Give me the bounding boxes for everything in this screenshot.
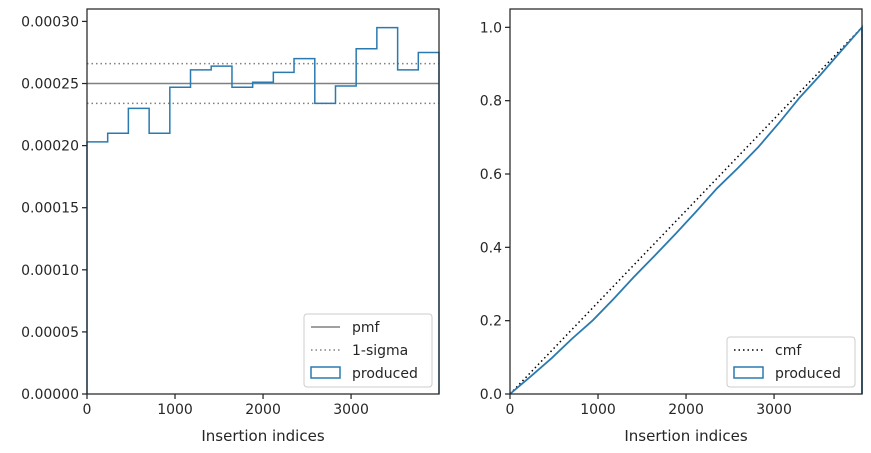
right-x-tick-label: 1000 <box>580 402 616 418</box>
right-legend-box <box>726 336 856 388</box>
left-y-tick-label: 0.00000 <box>21 387 79 403</box>
right-x-tick-label: 2000 <box>668 402 704 418</box>
right-x-tick-label: 3000 <box>756 402 792 418</box>
left-legend: pmf 1-sigma produced <box>303 313 433 388</box>
right-chart-marks <box>509 24 863 395</box>
left-chart: 0 1000 2000 3000 0.00000 0.00005 0.00010 0.0001… <box>21 8 440 445</box>
left-x-tick-label: 1000 <box>157 402 193 418</box>
left-y-tick-label: 0.00015 <box>21 201 79 217</box>
produced-cumulative-line <box>509 24 863 395</box>
right-y-tick-label: 0.6 <box>480 167 502 183</box>
right-y-tick-label: 0.0 <box>480 387 502 403</box>
left-y-tick-label: 0.00005 <box>21 325 79 341</box>
legend-produced-right-swatch <box>733 366 764 379</box>
right-chart: 0 1000 2000 3000 0.0 0.2 0.4 0.6 0.8 1.0 Insertio… <box>480 8 863 445</box>
left-y-tick-label: 0.00025 <box>21 77 79 93</box>
right-y-tick-label: 1.0 <box>480 20 502 36</box>
legend-produced-swatch <box>310 366 341 379</box>
right-chart-ticks: 0 1000 2000 3000 0.0 0.2 0.4 0.6 0.8 1.0 <box>480 20 792 418</box>
left-chart-marks <box>86 26 440 394</box>
left-x-axis-label: Insertion indices <box>201 427 324 445</box>
right-chart-frame <box>509 8 863 395</box>
left-y-tick-label: 0.00030 <box>21 14 79 30</box>
legend-produced-label: produced <box>352 366 418 382</box>
legend-sigma-label: 1-sigma <box>352 343 408 359</box>
right-x-tick-label: 0 <box>506 402 515 418</box>
produced-histogram <box>86 26 440 394</box>
right-y-tick-label: 0.8 <box>480 94 502 110</box>
left-x-tick-label: 0 <box>83 402 92 418</box>
left-legend-box <box>303 313 433 388</box>
right-y-tick-label: 0.4 <box>480 240 502 256</box>
left-x-tick-label: 2000 <box>245 402 281 418</box>
left-y-tick-label: 0.00010 <box>21 263 79 279</box>
legend-cmf-label: cmf <box>775 343 802 359</box>
left-y-tick-label: 0.00020 <box>21 139 79 155</box>
legend-pmf-label: pmf <box>352 320 381 336</box>
right-x-axis-label: Insertion indices <box>624 427 747 445</box>
cmf-line <box>509 26 863 395</box>
right-y-tick-label: 0.2 <box>480 314 502 330</box>
left-x-tick-label: 3000 <box>333 402 369 418</box>
right-legend: cmf produced <box>726 336 856 388</box>
left-chart-ticks: 0 1000 2000 3000 0.00000 0.00005 0.00010 0.0001… <box>21 14 369 418</box>
legend-produced-right-label: produced <box>775 366 841 382</box>
